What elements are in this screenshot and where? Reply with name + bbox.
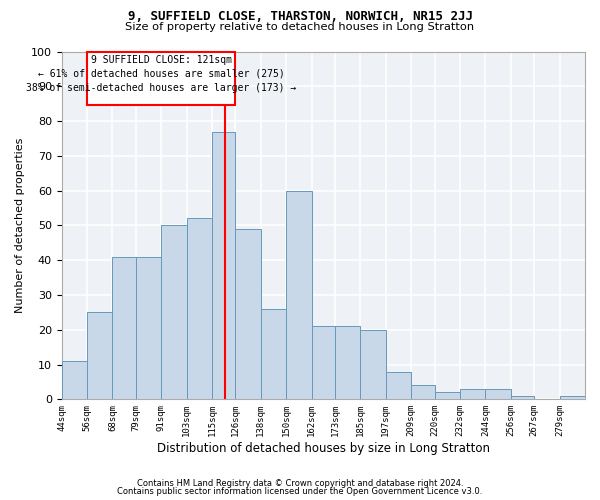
Bar [460, 389, 485, 400]
Bar [485, 389, 511, 400]
Text: ← 61% of detached houses are smaller (275): ← 61% of detached houses are smaller (27… [38, 69, 284, 79]
Bar [335, 326, 361, 400]
Bar [434, 392, 460, 400]
Bar [136, 256, 161, 400]
Bar [286, 190, 311, 400]
Bar [112, 256, 136, 400]
Bar [87, 52, 235, 106]
Bar [511, 396, 534, 400]
Text: 9, SUFFIELD CLOSE, THARSTON, NORWICH, NR15 2JJ: 9, SUFFIELD CLOSE, THARSTON, NORWICH, NR… [128, 10, 473, 23]
Y-axis label: Number of detached properties: Number of detached properties [16, 138, 25, 313]
Text: Size of property relative to detached houses in Long Stratton: Size of property relative to detached ho… [125, 22, 475, 32]
Bar [62, 361, 87, 400]
Text: 38% of semi-detached houses are larger (173) →: 38% of semi-detached houses are larger (… [26, 83, 296, 93]
Bar [411, 386, 434, 400]
Bar [361, 330, 386, 400]
Bar [235, 229, 261, 400]
Bar [386, 372, 411, 400]
Bar [261, 309, 286, 400]
Bar [212, 132, 235, 400]
Text: Contains public sector information licensed under the Open Government Licence v3: Contains public sector information licen… [118, 487, 482, 496]
Bar [87, 312, 112, 400]
Bar [560, 396, 585, 400]
Text: Contains HM Land Registry data © Crown copyright and database right 2024.: Contains HM Land Registry data © Crown c… [137, 478, 463, 488]
Bar [311, 326, 335, 400]
Text: 9 SUFFIELD CLOSE: 121sqm: 9 SUFFIELD CLOSE: 121sqm [91, 55, 232, 65]
Bar [161, 226, 187, 400]
Bar [187, 218, 212, 400]
X-axis label: Distribution of detached houses by size in Long Stratton: Distribution of detached houses by size … [157, 442, 490, 455]
